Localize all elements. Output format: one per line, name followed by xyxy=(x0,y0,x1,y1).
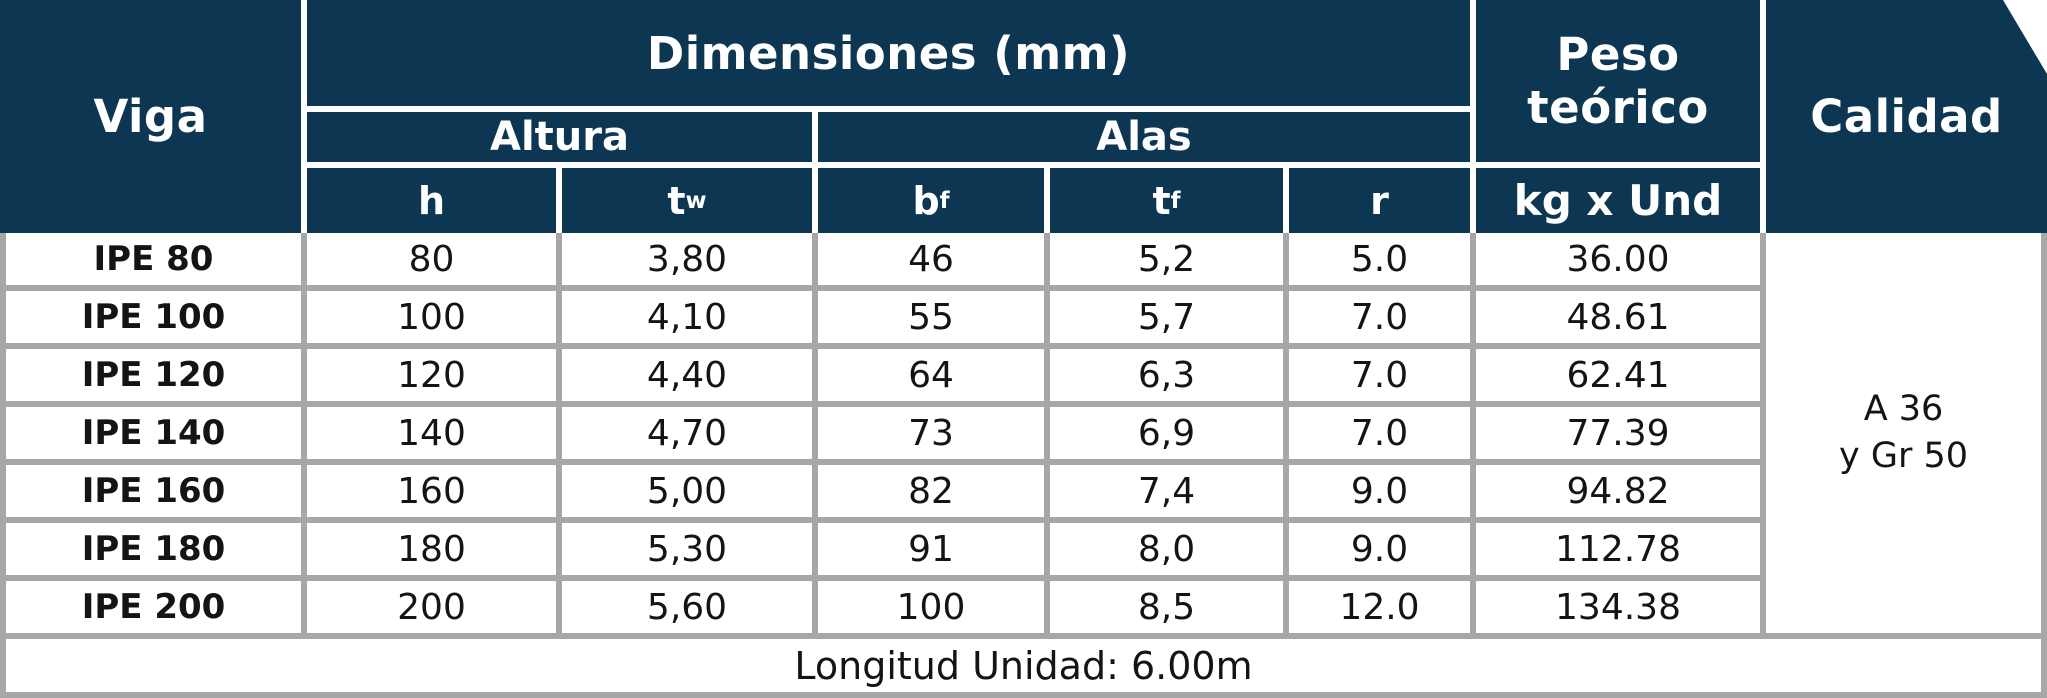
cell-calidad-value: A 36 y Gr 50 xyxy=(1766,233,2047,639)
cell-tw: 5,60 xyxy=(562,581,818,639)
column-group-header-dimensiones: Dimensiones (mm) xyxy=(307,0,1476,112)
cell-peso: 48.61 xyxy=(1476,291,1766,349)
cell-peso: 112.78 xyxy=(1476,523,1766,581)
column-header-h: h xyxy=(307,168,562,233)
cell-peso: 94.82 xyxy=(1476,465,1766,523)
cell-tf: 6,9 xyxy=(1050,407,1289,465)
cell-tf: 5,2 xyxy=(1050,233,1289,291)
cell-r: 12.0 xyxy=(1289,581,1476,639)
cell-tf: 5,7 xyxy=(1050,291,1289,349)
calidad-value-line1: A 36 xyxy=(1863,388,1944,429)
row-label-viga: IPE 180 xyxy=(0,523,307,581)
cell-h: 100 xyxy=(307,291,562,349)
tw-base: t xyxy=(667,178,686,223)
cell-tf: 6,3 xyxy=(1050,349,1289,407)
cell-r: 7.0 xyxy=(1289,291,1476,349)
cell-bf: 91 xyxy=(818,523,1050,581)
cell-r: 5.0 xyxy=(1289,233,1476,291)
cell-bf: 100 xyxy=(818,581,1050,639)
cell-tw: 5,00 xyxy=(562,465,818,523)
cell-peso: 134.38 xyxy=(1476,581,1766,639)
cell-tw: 4,70 xyxy=(562,407,818,465)
footer-length-note: Longitud Unidad: 6.00m xyxy=(0,639,2047,698)
row-label-viga: IPE 200 xyxy=(0,581,307,639)
column-header-kg-und: kg x Und xyxy=(1476,168,1766,233)
row-label-viga: IPE 100 xyxy=(0,291,307,349)
cell-tw: 4,10 xyxy=(562,291,818,349)
column-group-header-altura: Altura xyxy=(307,112,818,168)
row-label-viga: IPE 80 xyxy=(0,233,307,291)
cell-tw: 4,40 xyxy=(562,349,818,407)
column-header-calidad: Calidad xyxy=(1766,0,2047,233)
tw-subscript: w xyxy=(685,187,707,214)
row-label-viga: IPE 140 xyxy=(0,407,307,465)
cell-peso: 77.39 xyxy=(1476,407,1766,465)
cell-peso: 36.00 xyxy=(1476,233,1766,291)
cell-bf: 73 xyxy=(818,407,1050,465)
calidad-value-line2: y Gr 50 xyxy=(1838,436,1968,476)
cell-bf: 46 xyxy=(818,233,1050,291)
tf-base: t xyxy=(1152,178,1171,223)
bf-subscript: f xyxy=(939,187,950,214)
cell-tf: 8,5 xyxy=(1050,581,1289,639)
cell-bf: 64 xyxy=(818,349,1050,407)
column-header-viga: Viga xyxy=(0,0,307,233)
cell-tw: 5,30 xyxy=(562,523,818,581)
cell-h: 120 xyxy=(307,349,562,407)
column-header-r: r xyxy=(1289,168,1476,233)
cell-r: 7.0 xyxy=(1289,407,1476,465)
cell-r: 9.0 xyxy=(1289,523,1476,581)
column-group-header-peso-teorico: Peso teórico xyxy=(1476,0,1766,168)
cell-peso: 62.41 xyxy=(1476,349,1766,407)
cell-h: 200 xyxy=(307,581,562,639)
cell-h: 160 xyxy=(307,465,562,523)
column-group-header-alas: Alas xyxy=(818,112,1476,168)
cell-r: 9.0 xyxy=(1289,465,1476,523)
cell-tf: 7,4 xyxy=(1050,465,1289,523)
cell-bf: 82 xyxy=(818,465,1050,523)
cell-tf: 8,0 xyxy=(1050,523,1289,581)
cell-h: 140 xyxy=(307,407,562,465)
cell-tw: 3,80 xyxy=(562,233,818,291)
cell-r: 7.0 xyxy=(1289,349,1476,407)
cell-h: 80 xyxy=(307,233,562,291)
bf-base: b xyxy=(912,178,940,223)
calidad-value-lines: A 36 y Gr 50 xyxy=(1839,386,1968,481)
cell-h: 180 xyxy=(307,523,562,581)
row-label-viga: IPE 120 xyxy=(0,349,307,407)
cell-bf: 55 xyxy=(818,291,1050,349)
row-label-viga: IPE 160 xyxy=(0,465,307,523)
tf-subscript: f xyxy=(1170,187,1181,214)
